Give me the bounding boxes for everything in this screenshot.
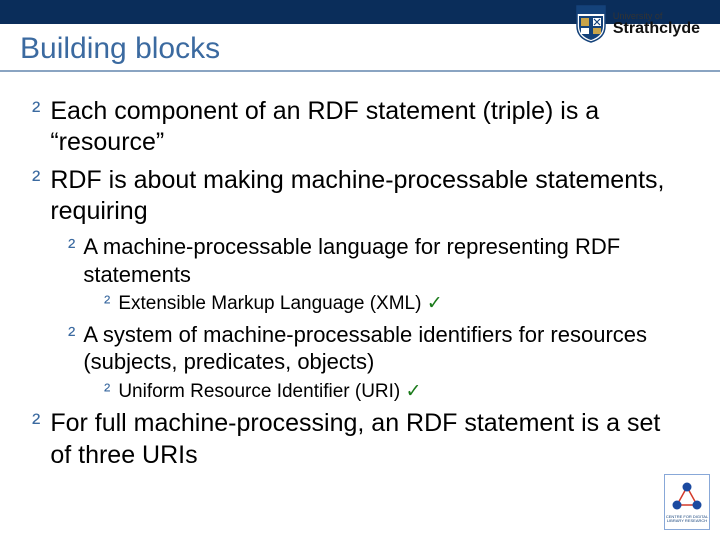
bullet-text: Extensible Markup Language (XML) ✓	[118, 292, 442, 317]
list-item: ² Extensible Markup Language (XML) ✓	[104, 292, 688, 317]
list-item: ² A machine-processable language for rep…	[68, 233, 688, 288]
bullet-text: Uniform Resource Identifier (URI) ✓	[118, 380, 421, 405]
bullet-marker: ²	[68, 233, 75, 261]
bullet-marker: ²	[104, 380, 110, 405]
check-icon: ✓	[427, 293, 443, 314]
header: Building blocks University of Strathclyd…	[0, 24, 720, 72]
page-title: Building blocks	[20, 32, 220, 66]
bullet-marker: ²	[104, 292, 110, 317]
check-icon: ✓	[406, 381, 422, 402]
bullet-marker: ²	[32, 408, 40, 439]
bullet-marker: ²	[32, 165, 40, 196]
list-item: ² Each component of an RDF statement (tr…	[32, 96, 688, 159]
bullet-text: Each component of an RDF statement (trip…	[50, 96, 688, 159]
bullet-text: For full machine-processing, an RDF stat…	[50, 408, 688, 471]
bullet-marker: ²	[32, 96, 40, 127]
list-item: ² RDF is about making machine-processabl…	[32, 165, 688, 228]
bullet-marker: ²	[68, 321, 75, 349]
bullet-label: Uniform Resource Identifier (URI)	[118, 381, 400, 402]
bullet-text: A system of machine-processable identifi…	[83, 321, 688, 376]
bullet-label: Extensible Markup Language (XML)	[118, 293, 421, 314]
slide-content: ² Each component of an RDF statement (tr…	[0, 72, 720, 471]
bullet-text: RDF is about making machine-processable …	[50, 165, 688, 228]
university-logo: University of Strathclyde	[575, 4, 700, 44]
shield-icon	[575, 4, 607, 44]
network-icon	[669, 481, 705, 511]
list-item: ² Uniform Resource Identifier (URI) ✓	[104, 380, 688, 405]
list-item: ² A system of machine-processable identi…	[68, 321, 688, 376]
logo-text: University of Strathclyde	[613, 12, 700, 37]
bullet-text: A machine-processable language for repre…	[83, 233, 688, 288]
logo-big-text: Strathclyde	[613, 21, 700, 37]
list-item: ² For full machine-processing, an RDF st…	[32, 408, 688, 471]
corner-logo: CENTRE FOR DIGITAL LIBRARY RESEARCH	[664, 474, 710, 530]
corner-logo-caption: CENTRE FOR DIGITAL LIBRARY RESEARCH	[665, 515, 709, 524]
